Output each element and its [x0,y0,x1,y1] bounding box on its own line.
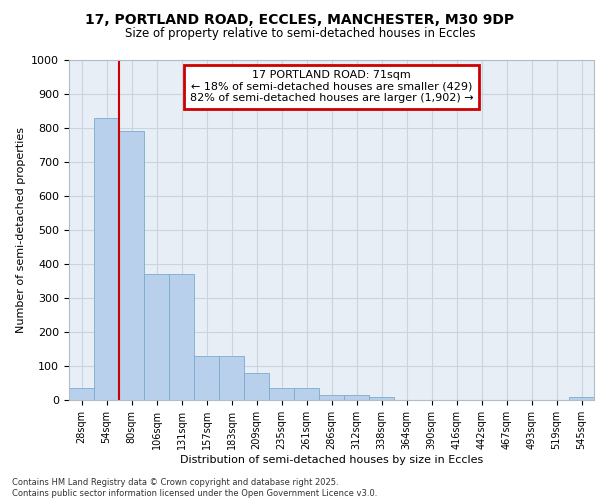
Bar [194,356,219,400]
Text: Size of property relative to semi-detached houses in Eccles: Size of property relative to semi-detach… [125,28,475,40]
Bar [244,373,269,400]
Text: Contains HM Land Registry data © Crown copyright and database right 2025.
Contai: Contains HM Land Registry data © Crown c… [12,478,377,498]
Bar [144,274,169,400]
Bar [94,118,119,400]
Bar [569,398,594,400]
Bar [344,395,369,400]
Bar [169,274,194,400]
Text: 17, PORTLAND ROAD, ECCLES, MANCHESTER, M30 9DP: 17, PORTLAND ROAD, ECCLES, MANCHESTER, M… [85,12,515,26]
Bar [219,356,244,400]
Bar [319,395,344,400]
Bar [69,388,94,400]
Bar [294,388,319,400]
Text: 17 PORTLAND ROAD: 71sqm
← 18% of semi-detached houses are smaller (429)
82% of s: 17 PORTLAND ROAD: 71sqm ← 18% of semi-de… [190,70,473,103]
Bar [269,388,294,400]
Y-axis label: Number of semi-detached properties: Number of semi-detached properties [16,127,26,333]
Bar [119,132,144,400]
X-axis label: Distribution of semi-detached houses by size in Eccles: Distribution of semi-detached houses by … [180,454,483,464]
Bar [369,398,394,400]
